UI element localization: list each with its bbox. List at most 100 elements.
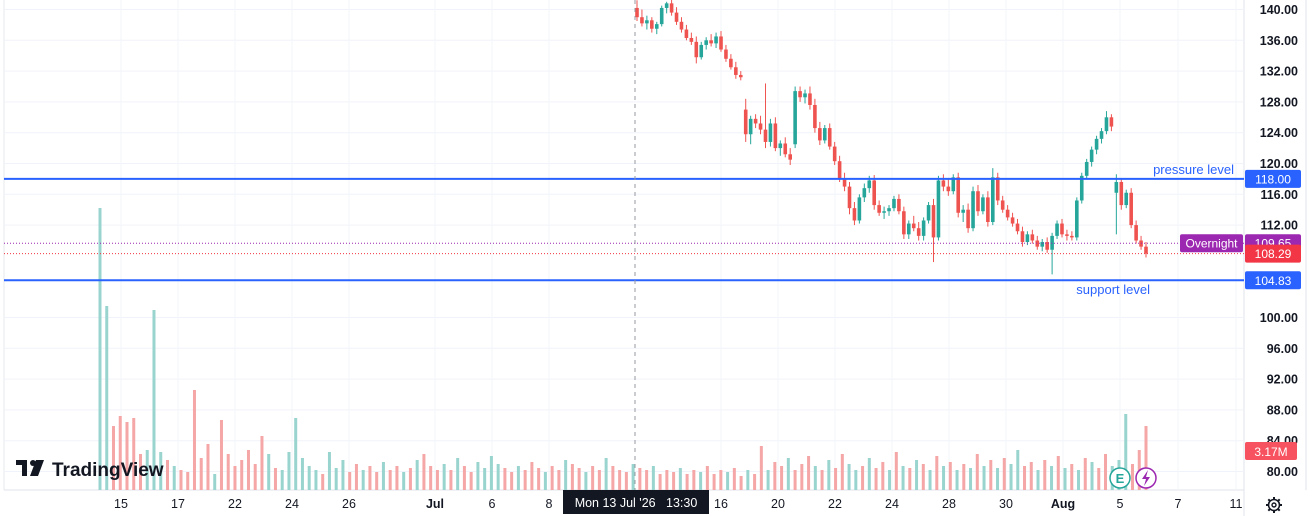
candle-body[interactable] [911,223,916,229]
candle-body[interactable] [753,118,758,124]
candle-body[interactable] [991,177,995,223]
settings-gear-icon[interactable] [1266,497,1282,513]
candle-body[interactable] [798,91,802,98]
candle-body[interactable] [857,197,862,221]
candle-body[interactable] [684,29,689,38]
candle-body[interactable] [719,36,723,50]
candle-body[interactable] [1089,149,1094,162]
candle-body[interactable] [635,7,639,18]
candle-body[interactable] [837,161,842,179]
dividend-marker[interactable] [1135,467,1157,489]
candle-body[interactable] [916,228,921,236]
candle-body[interactable] [842,178,847,187]
candle-body[interactable] [1109,117,1114,127]
candle-body[interactable] [679,21,684,30]
tradingview-logo[interactable]: TradingView [16,460,164,481]
candle-body[interactable] [931,205,936,238]
candle-body[interactable] [758,123,763,130]
candle-body[interactable] [640,17,644,24]
candle-body[interactable] [743,109,748,135]
candle-body[interactable] [738,74,743,78]
candle-body[interactable] [793,91,797,145]
candle-body[interactable] [709,40,713,44]
candle-body[interactable] [852,208,857,221]
candle-body[interactable] [1010,217,1015,224]
candle-body[interactable] [734,67,738,75]
candle-body[interactable] [1119,181,1124,206]
candle-body[interactable] [956,177,961,213]
candle-body[interactable] [1000,200,1005,210]
candle-body[interactable] [645,20,649,24]
candle-body[interactable] [1005,209,1010,218]
candle-body[interactable] [902,211,906,235]
candle-body[interactable] [882,211,886,213]
candle-body[interactable] [1040,242,1045,247]
candle-body[interactable] [1144,246,1148,254]
candle-body[interactable] [1045,242,1049,250]
candlesticks[interactable] [635,0,1148,275]
candle-body[interactable] [773,123,778,149]
candle-body[interactable] [951,177,956,192]
candle-body[interactable] [832,146,837,162]
candle-body[interactable] [976,191,980,212]
candle-body[interactable] [1020,231,1025,243]
candle-body[interactable] [1099,131,1104,139]
candle-body[interactable] [1030,234,1035,241]
candle-body[interactable] [897,198,901,212]
candle-body[interactable] [1114,181,1119,193]
candle-body[interactable] [650,20,654,29]
candle-body[interactable] [654,24,659,29]
candle-body[interactable] [1075,200,1079,238]
candle-body[interactable] [995,177,1000,201]
candle-body[interactable] [906,223,911,235]
candle-body[interactable] [714,36,718,44]
candle-body[interactable] [704,40,708,45]
candle-body[interactable] [1104,117,1109,132]
candle-body[interactable] [961,209,965,213]
earnings-marker[interactable]: E [1109,467,1131,489]
candle-body[interactable] [1055,223,1059,236]
candle-body[interactable] [808,93,812,105]
candle-body[interactable] [822,128,827,141]
candle-body[interactable] [729,58,733,68]
candle-body[interactable] [689,37,694,42]
candle-body[interactable] [926,205,931,221]
candle-body[interactable] [1070,235,1074,238]
candle-body[interactable] [966,209,970,229]
candle-body[interactable] [827,128,832,147]
candle-body[interactable] [862,188,867,198]
candle-body[interactable] [867,180,872,189]
candle-body[interactable] [813,104,817,129]
candle-body[interactable] [971,191,975,229]
candle-body[interactable] [1124,192,1129,206]
horizontal-levels[interactable] [4,177,1244,282]
candle-body[interactable] [783,143,788,155]
candle-body[interactable] [1015,223,1020,232]
candle-body[interactable] [981,197,985,212]
candle-body[interactable] [669,3,674,13]
candle-body[interactable] [1129,192,1133,226]
candle-body[interactable] [778,143,783,149]
candle-body[interactable] [699,44,704,58]
candle-body[interactable] [872,180,877,206]
candle-body[interactable] [946,186,951,192]
candle-body[interactable] [818,128,822,141]
candle-body[interactable] [674,12,679,22]
candle-body[interactable] [877,205,881,213]
candle-body[interactable] [768,123,773,142]
candle-body[interactable] [748,118,753,135]
candle-body[interactable] [892,198,896,209]
candle-body[interactable] [1060,223,1064,235]
candle-body[interactable] [1050,235,1054,250]
candle-body[interactable] [1134,225,1138,241]
candle-body[interactable] [936,180,941,238]
candle-body[interactable] [1035,240,1040,247]
candle-body[interactable] [788,154,792,160]
candle-body[interactable] [921,220,926,236]
candle-body[interactable] [986,197,990,223]
candle-body[interactable] [694,41,699,58]
candle-body[interactable] [1025,234,1030,243]
candle-body[interactable] [724,49,728,59]
candle-body[interactable] [847,186,852,209]
